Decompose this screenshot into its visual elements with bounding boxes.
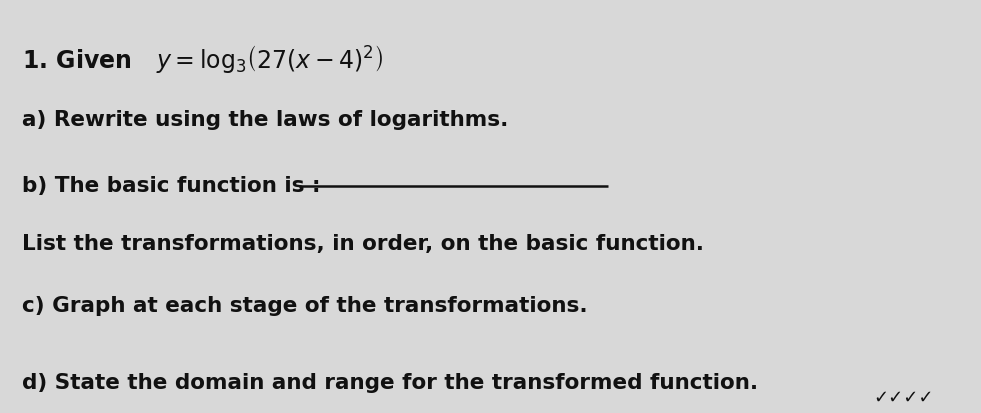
Text: d) State the domain and range for the transformed function.: d) State the domain and range for the tr… <box>22 372 757 392</box>
Text: c) Graph at each stage of the transformations.: c) Graph at each stage of the transforma… <box>22 295 588 315</box>
Text: a) Rewrite using the laws of logarithms.: a) Rewrite using the laws of logarithms. <box>22 109 508 129</box>
Text: 1. Given   $y = \log_{3}\!\left(27(x-4)^{2}\right)$: 1. Given $y = \log_{3}\!\left(27(x-4)^{2… <box>22 43 383 75</box>
Text: b) The basic function is :: b) The basic function is : <box>22 176 328 195</box>
Text: List the transformations, in order, on the basic function.: List the transformations, in order, on t… <box>22 233 703 253</box>
Text: ✓✓✓✓: ✓✓✓✓ <box>873 388 934 406</box>
